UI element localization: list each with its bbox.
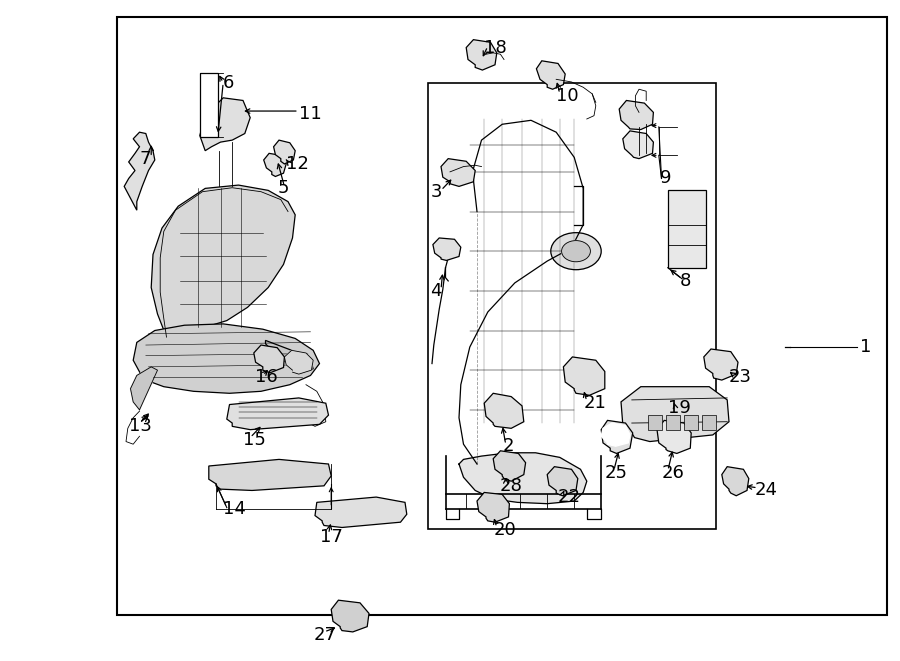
Text: 19: 19 bbox=[668, 399, 690, 418]
Text: 16: 16 bbox=[255, 368, 277, 386]
Polygon shape bbox=[331, 600, 369, 632]
Polygon shape bbox=[536, 61, 565, 89]
Text: 13: 13 bbox=[129, 417, 151, 436]
Text: 17: 17 bbox=[320, 527, 342, 546]
Text: 10: 10 bbox=[556, 87, 579, 105]
Circle shape bbox=[562, 241, 590, 262]
Polygon shape bbox=[274, 140, 295, 164]
Polygon shape bbox=[264, 153, 286, 176]
Polygon shape bbox=[200, 98, 250, 151]
Text: 24: 24 bbox=[754, 481, 778, 500]
Polygon shape bbox=[209, 459, 331, 490]
Text: 22: 22 bbox=[558, 488, 581, 506]
Polygon shape bbox=[130, 367, 158, 410]
Polygon shape bbox=[459, 453, 587, 504]
Polygon shape bbox=[315, 497, 407, 527]
Bar bbox=[668, 190, 706, 268]
Text: 12: 12 bbox=[286, 155, 309, 173]
Polygon shape bbox=[254, 345, 284, 373]
Polygon shape bbox=[433, 238, 461, 260]
Polygon shape bbox=[266, 340, 313, 371]
Polygon shape bbox=[284, 350, 313, 374]
Text: 20: 20 bbox=[493, 521, 516, 539]
Text: 8: 8 bbox=[680, 272, 691, 290]
Text: 6: 6 bbox=[223, 73, 235, 92]
Polygon shape bbox=[601, 423, 630, 446]
Polygon shape bbox=[124, 132, 155, 210]
Text: 27: 27 bbox=[313, 625, 337, 644]
Text: 18: 18 bbox=[484, 38, 507, 57]
Text: 5: 5 bbox=[277, 179, 289, 198]
Bar bbox=[117, 17, 886, 615]
Polygon shape bbox=[484, 393, 524, 428]
Text: 7: 7 bbox=[140, 149, 151, 168]
Text: 1: 1 bbox=[860, 338, 871, 356]
Polygon shape bbox=[657, 420, 691, 453]
Polygon shape bbox=[227, 398, 328, 430]
Polygon shape bbox=[621, 387, 729, 442]
Text: 25: 25 bbox=[605, 463, 628, 482]
Text: 4: 4 bbox=[430, 282, 442, 300]
Bar bbox=[702, 415, 716, 430]
Polygon shape bbox=[133, 324, 320, 393]
Text: 3: 3 bbox=[430, 182, 442, 201]
Polygon shape bbox=[619, 100, 653, 130]
Text: 26: 26 bbox=[662, 463, 684, 482]
Text: 28: 28 bbox=[500, 477, 522, 495]
Text: 21: 21 bbox=[583, 394, 606, 412]
Polygon shape bbox=[563, 357, 605, 395]
Polygon shape bbox=[704, 349, 738, 380]
Circle shape bbox=[551, 233, 601, 270]
Text: 9: 9 bbox=[660, 169, 671, 188]
Bar bbox=[428, 83, 716, 529]
Bar bbox=[648, 415, 662, 430]
Bar bbox=[684, 415, 698, 430]
Polygon shape bbox=[466, 40, 497, 70]
Polygon shape bbox=[151, 185, 295, 337]
Polygon shape bbox=[623, 131, 653, 159]
Text: 2: 2 bbox=[502, 437, 514, 455]
Bar bbox=[200, 73, 218, 137]
Text: 15: 15 bbox=[243, 430, 266, 449]
Text: 11: 11 bbox=[299, 104, 321, 123]
Polygon shape bbox=[722, 467, 749, 496]
Bar bbox=[666, 415, 680, 430]
Polygon shape bbox=[547, 467, 578, 496]
Polygon shape bbox=[601, 420, 633, 453]
Polygon shape bbox=[477, 492, 509, 522]
Polygon shape bbox=[441, 159, 475, 186]
Polygon shape bbox=[493, 451, 526, 481]
Text: 23: 23 bbox=[729, 368, 752, 386]
Text: 14: 14 bbox=[223, 500, 246, 518]
